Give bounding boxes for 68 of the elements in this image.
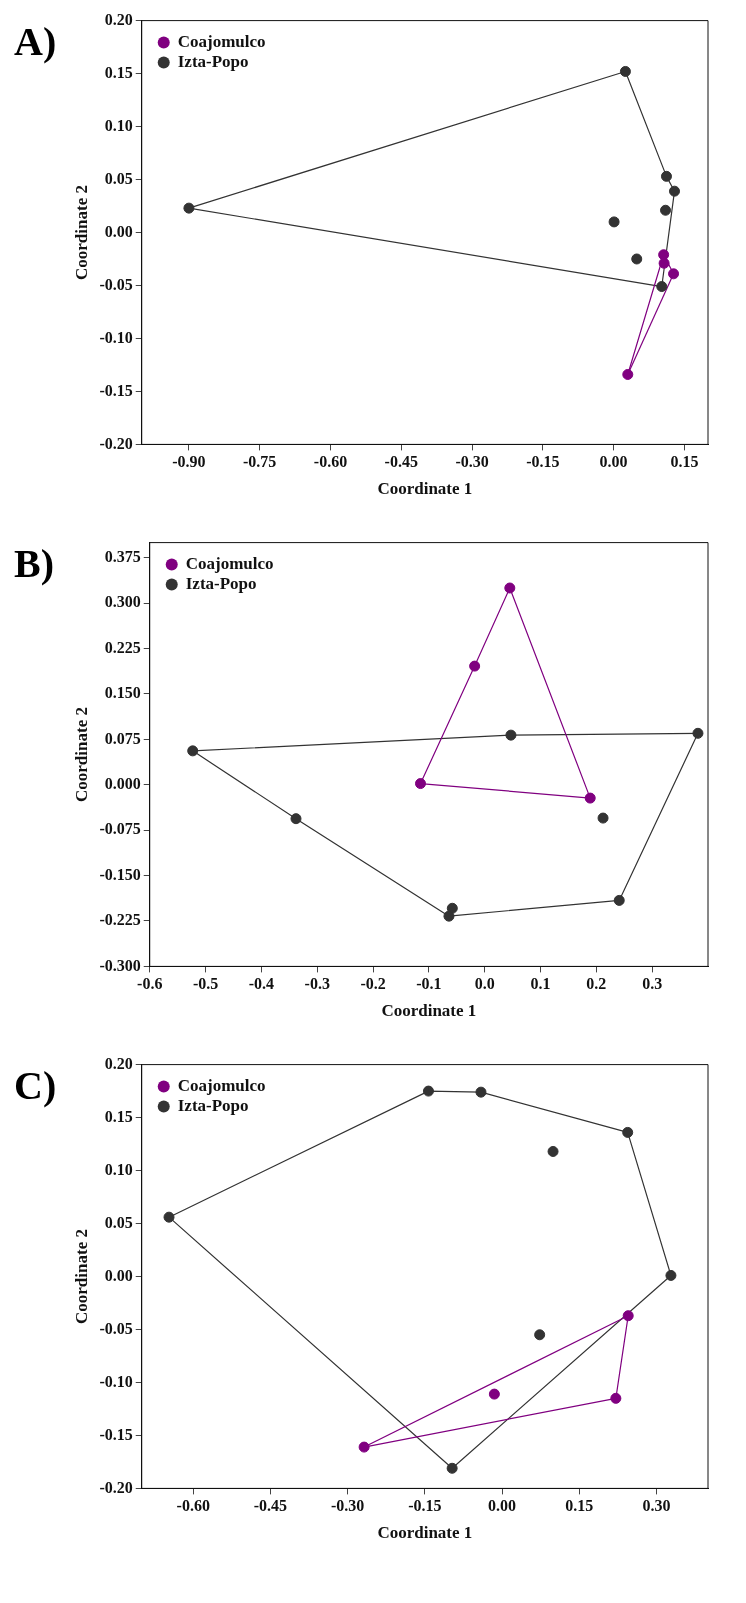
y-tick-label: -0.300 — [99, 956, 141, 974]
y-tick-label: -0.225 — [99, 911, 141, 929]
chart-title: A) — [14, 18, 57, 65]
chart-title: C) — [14, 1062, 57, 1109]
y-tick-label: -0.15 — [99, 1425, 133, 1443]
y-tick-label: -0.20 — [99, 434, 133, 452]
x-tick-label: 0.00 — [488, 1497, 517, 1515]
x-tick-label: -0.4 — [248, 975, 275, 993]
x-tick-label: 0.3 — [642, 975, 663, 993]
y-tick-label: 0.05 — [104, 169, 133, 187]
y-tick-label: -0.10 — [99, 1372, 133, 1390]
y-tick-label: 0.150 — [104, 684, 141, 702]
y-tick-label: 0.00 — [104, 222, 133, 240]
y-tick-label: -0.10 — [99, 328, 133, 346]
x-tick-label: -0.5 — [192, 975, 219, 993]
y-tick-label: -0.05 — [99, 1319, 133, 1337]
x-tick-label: -0.15 — [408, 1497, 442, 1515]
x-tick-label: -0.30 — [330, 1497, 365, 1515]
legend-label: Coajomulco — [177, 31, 266, 51]
x-tick-label: 0.0 — [474, 975, 495, 993]
y-tick-label: -0.15 — [99, 381, 133, 399]
y-tick-label: -0.150 — [99, 865, 141, 883]
y-tick-label: 0.20 — [104, 1054, 133, 1072]
x-tick-label: 0.1 — [530, 975, 551, 993]
legend-label: Coajomulco — [177, 1075, 266, 1095]
legend-label: Coajomulco — [185, 553, 274, 573]
y-tick-label: 0.20 — [104, 10, 133, 28]
legend-label: Izta-Popo — [185, 573, 257, 593]
y-tick-label: 0.15 — [104, 1107, 133, 1125]
x-tick-label: 0.2 — [586, 975, 607, 993]
y-tick-label: 0.225 — [104, 638, 141, 656]
x-tick-label: 0.15 — [670, 453, 699, 471]
x-tick-label: -0.75 — [243, 453, 277, 471]
x-tick-label: -0.45 — [384, 453, 418, 471]
x-tick-label: -0.1 — [416, 975, 442, 993]
y-tick-label: 0.10 — [104, 116, 133, 134]
x-axis-title: Coordinate 1 — [381, 1001, 477, 1021]
x-tick-label: -0.45 — [253, 1497, 288, 1515]
y-tick-label: 0.00 — [104, 1266, 133, 1284]
legend-label: Izta-Popo — [177, 51, 249, 71]
legend-label: Izta-Popo — [177, 1095, 249, 1115]
x-tick-label: -0.60 — [176, 1497, 210, 1515]
y-tick-label: 0.10 — [104, 1160, 133, 1178]
x-tick-label: 0.30 — [642, 1497, 671, 1515]
y-tick-label: 0.000 — [104, 774, 141, 792]
x-tick-label: -0.3 — [304, 975, 330, 993]
y-tick-label: -0.075 — [99, 820, 141, 838]
y-axis-title: Coordinate 2 — [71, 707, 91, 802]
chart-title: B) — [14, 540, 54, 587]
y-axis-title: Coordinate 2 — [71, 1229, 91, 1324]
x-tick-label: -0.15 — [526, 453, 560, 471]
x-tick-label: -0.90 — [172, 453, 206, 471]
y-axis-title: Coordinate 2 — [71, 185, 91, 280]
y-tick-label: 0.300 — [104, 593, 141, 611]
x-tick-label: -0.2 — [360, 975, 386, 993]
y-tick-label: 0.05 — [104, 1213, 133, 1231]
x-tick-label: -0.6 — [137, 975, 163, 993]
x-axis-title: Coordinate 1 — [377, 479, 473, 499]
x-tick-label: 0.00 — [599, 453, 628, 471]
y-tick-label: -0.20 — [99, 1478, 133, 1496]
x-axis-title: Coordinate 1 — [377, 1523, 473, 1543]
x-tick-label: -0.60 — [313, 453, 348, 471]
y-tick-label: -0.05 — [99, 275, 133, 293]
y-tick-label: 0.075 — [104, 729, 141, 747]
x-tick-label: -0.30 — [455, 453, 489, 471]
y-tick-label: 0.15 — [104, 63, 133, 81]
x-tick-label: 0.15 — [565, 1497, 594, 1515]
y-tick-label: 0.375 — [104, 547, 141, 565]
